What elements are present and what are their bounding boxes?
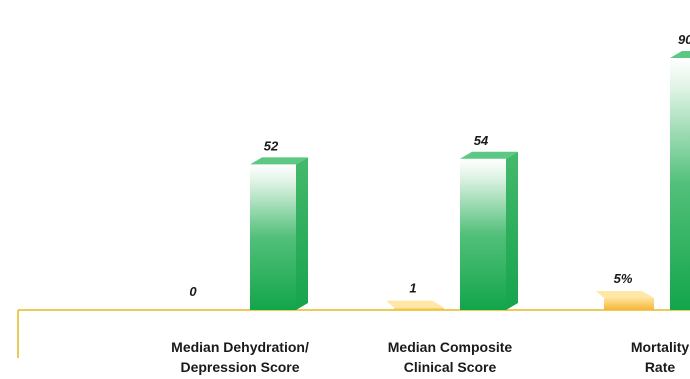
bar-series2-1 [460, 151, 518, 310]
category-label-1-line-0: Median Composite [388, 339, 513, 355]
bar-series2-2 [670, 51, 690, 310]
bar-series2-0 [250, 157, 308, 310]
category-label-2-line-0: Mortality [631, 339, 690, 355]
value-label-series1-0: 0 [189, 284, 197, 299]
value-label-series2-0: 52 [264, 138, 279, 153]
value-label-series2-1: 54 [474, 133, 489, 148]
value-label-series2-2: 90% [678, 32, 690, 47]
category-label-0-line-1: Depression Score [180, 359, 299, 375]
value-label-series1-1: 1 [409, 281, 416, 296]
bar-series1-2 [596, 291, 654, 310]
category-label-1-line-1: Clinical Score [404, 359, 497, 375]
value-label-series1-2: 5% [614, 271, 633, 286]
category-label-2-line-1: Rate [645, 359, 676, 375]
bar-series1-1 [386, 300, 444, 310]
category-label-0-line-0: Median Dehydration/ [171, 339, 309, 355]
